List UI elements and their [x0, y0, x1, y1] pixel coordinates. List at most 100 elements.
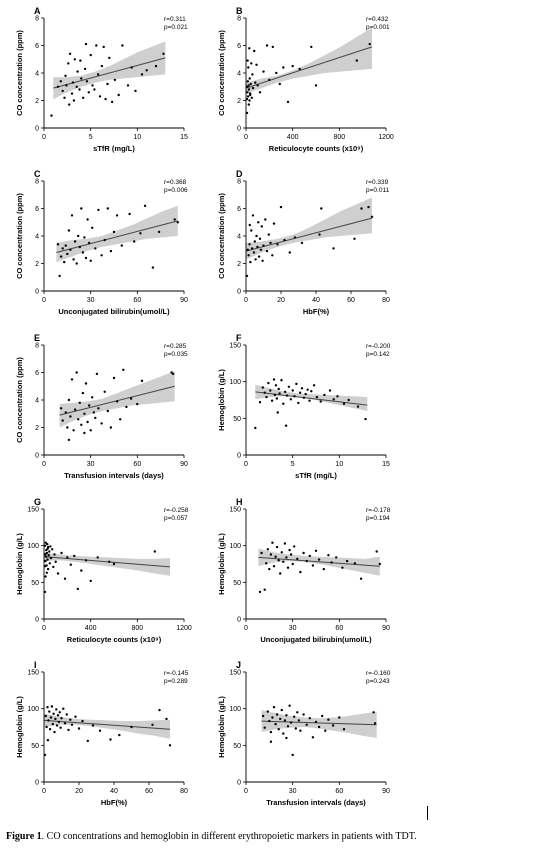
data-point — [332, 247, 335, 250]
data-point — [44, 553, 47, 556]
y-tick-label: 8 — [237, 179, 241, 186]
x-tick-label: 20 — [75, 788, 83, 795]
data-point — [66, 556, 69, 559]
y-tick-label: 0 — [237, 126, 241, 133]
data-point — [115, 214, 119, 217]
data-point — [157, 230, 161, 234]
data-point — [72, 258, 75, 261]
data-point — [136, 402, 139, 406]
data-point — [171, 372, 175, 376]
data-point — [47, 545, 50, 549]
stat-r: r=0.432 — [366, 16, 389, 23]
data-point — [98, 729, 102, 732]
x-tick-label: 0 — [244, 134, 248, 141]
data-point — [286, 566, 290, 569]
data-point — [293, 715, 296, 718]
data-point — [263, 391, 266, 394]
x-axis-label: Transfusion intervals (days) — [266, 798, 366, 807]
data-point — [56, 714, 60, 717]
data-point — [98, 95, 102, 98]
confidence-band — [56, 205, 178, 263]
data-point — [283, 542, 287, 545]
y-tick-label: 4 — [237, 71, 241, 78]
data-point — [299, 729, 302, 732]
data-point — [336, 395, 339, 398]
data-point — [46, 558, 49, 561]
data-point — [364, 417, 367, 421]
data-point — [89, 53, 92, 57]
data-point — [289, 721, 293, 724]
data-point — [119, 418, 122, 421]
stat-r: r=-0.160 — [366, 670, 391, 677]
data-point — [84, 559, 88, 562]
data-point — [145, 69, 148, 72]
y-tick-label: 6 — [35, 370, 39, 377]
data-point — [261, 714, 265, 718]
stat-r: r=-0.258 — [164, 507, 189, 514]
data-point — [302, 396, 306, 399]
data-point — [53, 553, 56, 556]
y-tick-label: 100 — [229, 543, 241, 550]
data-point — [45, 548, 48, 552]
stat-p: p=0.289 — [164, 678, 188, 685]
data-point — [360, 207, 363, 210]
data-point — [58, 274, 61, 278]
data-point — [254, 426, 257, 430]
data-point — [305, 723, 308, 726]
data-point — [291, 64, 294, 68]
data-point — [109, 249, 113, 253]
confidence-band — [59, 371, 175, 428]
data-point — [332, 398, 335, 401]
data-point — [308, 399, 311, 402]
panel-letter: E — [34, 333, 40, 343]
data-point — [75, 371, 78, 374]
data-point — [311, 564, 315, 567]
data-point — [81, 391, 85, 395]
data-point — [59, 80, 62, 83]
data-point — [46, 739, 50, 742]
y-tick-label: 0 — [35, 780, 39, 787]
x-tick-label: 1200 — [176, 625, 192, 632]
data-point — [153, 550, 156, 553]
data-point — [246, 80, 249, 83]
data-point — [295, 382, 298, 386]
data-point — [263, 726, 266, 729]
data-point — [103, 238, 106, 242]
data-point — [81, 719, 84, 723]
confidence-band — [261, 710, 377, 738]
x-tick-label: 60 — [347, 297, 355, 304]
data-point — [59, 407, 63, 410]
data-point — [331, 724, 335, 727]
stat-r: r=-0.200 — [366, 343, 391, 350]
data-point — [74, 715, 77, 718]
confidence-band — [255, 384, 368, 411]
data-point — [82, 96, 85, 100]
data-point — [75, 262, 78, 265]
data-point — [288, 704, 291, 707]
x-tick-label: 60 — [335, 788, 343, 795]
data-point — [250, 247, 254, 250]
caption-text: . CO concentrations and hemoglobin in di… — [41, 831, 417, 842]
y-axis-label: CO concentration (ppm) — [15, 30, 24, 116]
data-point — [294, 727, 297, 730]
data-point — [278, 392, 281, 395]
data-point — [48, 728, 52, 731]
y-tick-label: 100 — [27, 543, 39, 550]
data-point — [277, 728, 280, 731]
data-point — [304, 392, 307, 396]
data-point — [87, 241, 91, 245]
y-axis-label: Hemoglobin (g/L) — [217, 696, 226, 758]
data-point — [252, 251, 256, 254]
data-point — [72, 99, 76, 102]
data-point — [109, 426, 113, 429]
data-point — [305, 559, 308, 563]
data-point — [100, 422, 103, 425]
data-point — [48, 562, 51, 565]
data-point — [269, 553, 273, 556]
data-point — [247, 103, 250, 106]
y-axis-label: CO concentration (ppm) — [217, 30, 226, 116]
panel-g: G 0 50 100 150 0 400 800 1200 Reticulocyte counts… — [15, 497, 192, 644]
data-point — [291, 562, 294, 566]
data-point — [67, 62, 70, 65]
x-tick-label: 5 — [89, 134, 93, 141]
